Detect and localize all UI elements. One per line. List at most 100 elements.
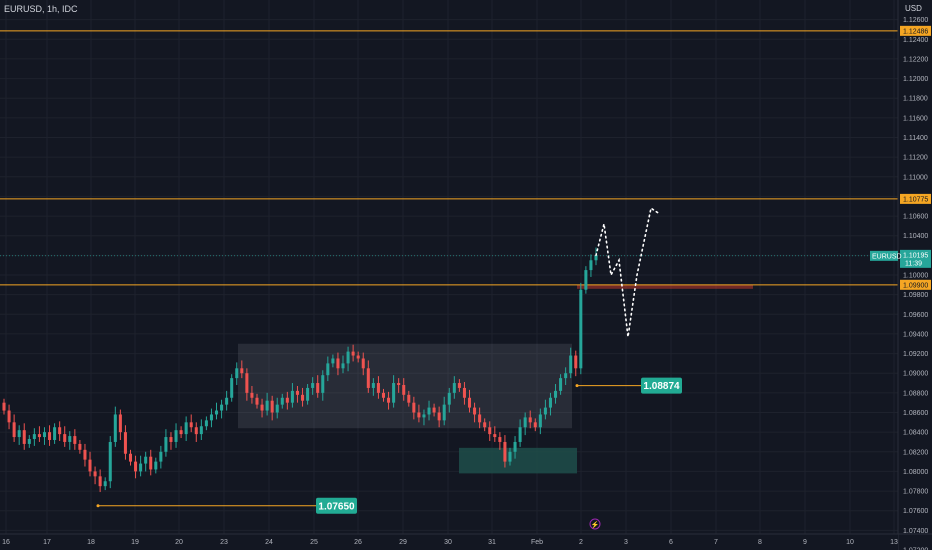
- candle[interactable]: [417, 404, 421, 423]
- candle[interactable]: [493, 426, 497, 442]
- candle[interactable]: [184, 416, 188, 441]
- candle[interactable]: [98, 469, 102, 493]
- candle[interactable]: [58, 421, 62, 441]
- candle[interactable]: [538, 408, 542, 435]
- candle[interactable]: [321, 370, 325, 401]
- candle[interactable]: [346, 346, 350, 372]
- candle[interactable]: [543, 399, 547, 420]
- candle[interactable]: [128, 449, 133, 466]
- candle[interactable]: [488, 421, 492, 441]
- candle[interactable]: [316, 375, 320, 398]
- candle[interactable]: [139, 455, 143, 477]
- candle[interactable]: [250, 385, 254, 404]
- candle[interactable]: [285, 391, 289, 410]
- candle[interactable]: [442, 396, 446, 426]
- candle[interactable]: [467, 389, 472, 413]
- candle[interactable]: [533, 418, 537, 432]
- candle[interactable]: [255, 393, 259, 409]
- candle[interactable]: [108, 436, 112, 489]
- candle[interactable]: [301, 387, 305, 407]
- candle[interactable]: [174, 423, 178, 448]
- event-marker-circle[interactable]: [589, 518, 601, 530]
- candle[interactable]: [432, 403, 436, 417]
- candle[interactable]: [48, 425, 52, 446]
- projection-path[interactable]: [595, 206, 661, 337]
- candle[interactable]: [569, 347, 573, 379]
- candle[interactable]: [78, 440, 82, 454]
- candle[interactable]: [594, 247, 598, 266]
- candle[interactable]: [306, 384, 310, 405]
- candle[interactable]: [356, 351, 360, 363]
- candle[interactable]: [397, 378, 401, 393]
- candle[interactable]: [22, 423, 26, 450]
- candle[interactable]: [452, 376, 456, 399]
- candle[interactable]: [169, 432, 173, 450]
- candle[interactable]: [209, 408, 213, 428]
- candle[interactable]: [12, 414, 16, 442]
- candle[interactable]: [407, 390, 411, 407]
- candle[interactable]: [447, 387, 451, 413]
- candle[interactable]: [73, 429, 77, 450]
- candle[interactable]: [7, 404, 11, 430]
- candle[interactable]: [17, 425, 21, 445]
- candle[interactable]: [240, 360, 244, 379]
- candle[interactable]: [235, 362, 239, 385]
- candle[interactable]: [579, 282, 583, 375]
- candle[interactable]: [83, 443, 87, 467]
- callout-badge[interactable]: [641, 377, 682, 394]
- candle[interactable]: [574, 350, 578, 377]
- candle[interactable]: [159, 445, 163, 469]
- candle[interactable]: [123, 425, 127, 460]
- candle[interactable]: [113, 406, 117, 447]
- candle[interactable]: [225, 390, 229, 411]
- candle[interactable]: [392, 375, 396, 408]
- candle[interactable]: [260, 398, 264, 418]
- candle[interactable]: [204, 416, 208, 431]
- candle[interactable]: [154, 457, 158, 474]
- candle[interactable]: [376, 376, 380, 399]
- candle[interactable]: [189, 414, 193, 433]
- candle[interactable]: [270, 395, 274, 421]
- candle[interactable]: [478, 407, 482, 429]
- candle[interactable]: [179, 426, 183, 439]
- candle[interactable]: [149, 449, 153, 476]
- candle[interactable]: [412, 396, 416, 420]
- candle[interactable]: [528, 410, 532, 429]
- candle[interactable]: [462, 382, 466, 405]
- candle[interactable]: [387, 391, 391, 410]
- candle[interactable]: [381, 388, 386, 402]
- candle[interactable]: [422, 409, 426, 426]
- candle[interactable]: [311, 377, 315, 395]
- candle[interactable]: [437, 406, 441, 428]
- candle[interactable]: [118, 409, 122, 440]
- candle[interactable]: [548, 392, 552, 416]
- candle[interactable]: [103, 477, 107, 491]
- callout-badge[interactable]: [316, 497, 357, 514]
- candle[interactable]: [498, 432, 502, 450]
- candle[interactable]: [361, 352, 365, 376]
- candle[interactable]: [559, 374, 563, 395]
- candle[interactable]: [523, 412, 527, 436]
- candle[interactable]: [265, 392, 269, 416]
- candle[interactable]: [134, 455, 138, 479]
- candle[interactable]: [290, 383, 294, 408]
- symbol-label[interactable]: EURUSD, 1h, IDC: [4, 4, 78, 14]
- candle[interactable]: [341, 355, 345, 374]
- candle[interactable]: [230, 374, 234, 402]
- candle[interactable]: [336, 352, 340, 376]
- candle[interactable]: [214, 402, 219, 420]
- candle[interactable]: [508, 447, 512, 466]
- candle[interactable]: [483, 418, 487, 432]
- candle[interactable]: [42, 427, 46, 445]
- candle[interactable]: [275, 397, 279, 419]
- candle[interactable]: [245, 368, 249, 401]
- candle[interactable]: [371, 378, 375, 396]
- candle[interactable]: [326, 356, 330, 382]
- candle[interactable]: [63, 426, 67, 447]
- candle[interactable]: [53, 423, 57, 444]
- candle[interactable]: [27, 435, 31, 448]
- candle[interactable]: [144, 451, 148, 472]
- candle[interactable]: [220, 399, 224, 419]
- candle[interactable]: [351, 344, 355, 362]
- candle[interactable]: [32, 428, 36, 446]
